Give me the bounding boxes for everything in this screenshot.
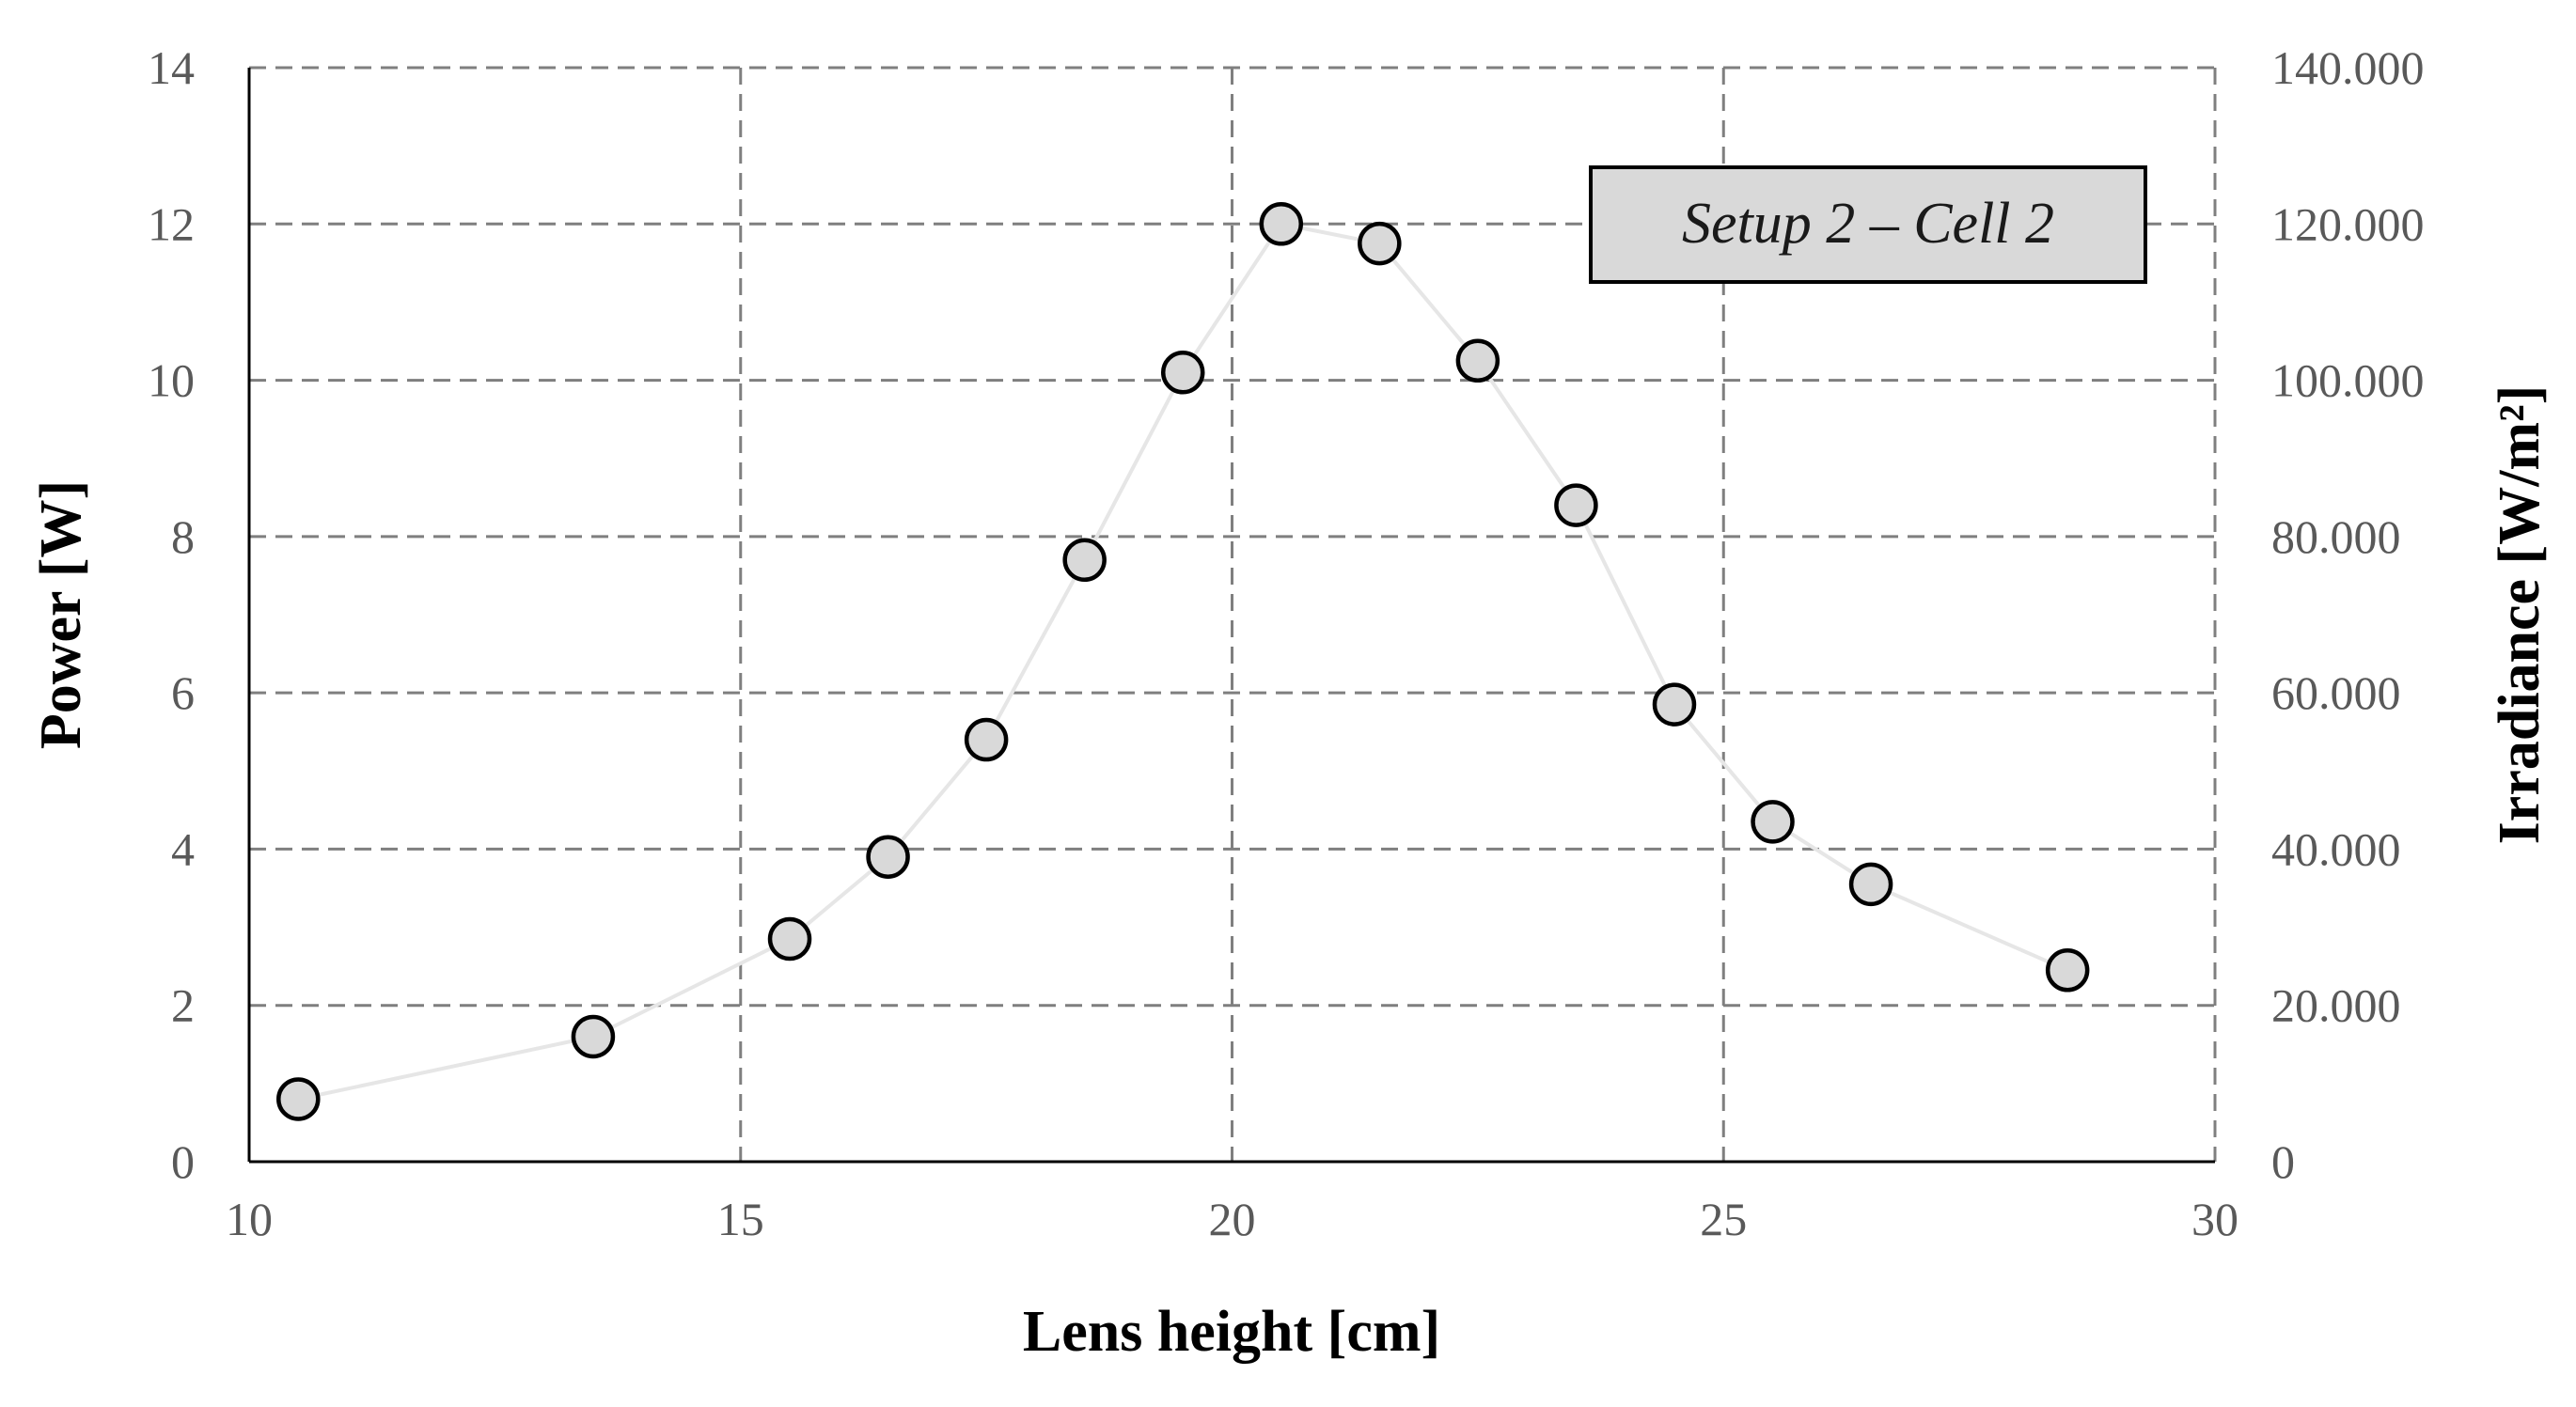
x-tick-label: 20 xyxy=(1209,1193,1256,1245)
data-point xyxy=(1160,351,1205,395)
y2-tick-label: 80.000 xyxy=(2271,510,2401,563)
y2-tick-label: 20.000 xyxy=(2271,979,2401,1032)
y-tick-label: 4 xyxy=(171,822,195,875)
x-tick-label: 30 xyxy=(2191,1193,2238,1245)
y2-tick-labels: 0 20.000 40.000 60.000 80.000 100.000 120.000 1… xyxy=(2271,41,2425,1188)
data-point xyxy=(276,1077,321,1121)
data-point xyxy=(1751,800,1795,844)
axes xyxy=(247,68,2215,1164)
data-point xyxy=(1652,682,1697,727)
data-point xyxy=(767,916,812,961)
y2-axis-title: Irradiance [W/m²] xyxy=(2488,385,2552,845)
y-tick-label: 2 xyxy=(171,979,195,1032)
data-point xyxy=(1062,538,1107,583)
x-axis-title: Lens height [cm] xyxy=(1023,1300,1440,1364)
annotation-box: Setup 2 – Cell 2 xyxy=(1589,165,2147,284)
y-tick-label: 6 xyxy=(171,666,195,719)
data-point xyxy=(571,1014,616,1059)
y-tick-label: 10 xyxy=(148,354,195,407)
data-point xyxy=(1455,338,1500,383)
data-point xyxy=(1554,483,1598,527)
y2-tick-label: 120.000 xyxy=(2271,197,2425,250)
data-point xyxy=(2045,948,2090,993)
x-tick-labels: 10 15 20 25 30 xyxy=(226,1193,2238,1245)
data-points xyxy=(276,202,2090,1121)
data-point xyxy=(866,835,910,879)
x-tick-label: 15 xyxy=(717,1193,764,1245)
data-point xyxy=(1848,862,1893,907)
y-tick-label: 8 xyxy=(171,510,195,563)
data-point xyxy=(1259,202,1304,246)
data-point xyxy=(1358,221,1402,266)
data-point xyxy=(964,717,1009,762)
y-tick-label: 14 xyxy=(148,41,195,94)
y2-tick-label: 40.000 xyxy=(2271,822,2401,875)
y2-tick-label: 60.000 xyxy=(2271,666,2401,719)
y2-tick-label: 140.000 xyxy=(2271,41,2425,94)
x-tick-label: 10 xyxy=(226,1193,273,1245)
y2-tick-label: 100.000 xyxy=(2271,354,2425,407)
y-tick-labels: 0 2 4 6 8 10 12 14 xyxy=(148,41,195,1188)
y2-tick-label: 0 xyxy=(2271,1135,2295,1188)
x-tick-label: 25 xyxy=(1700,1193,1747,1245)
annotation-label: Setup 2 – Cell 2 xyxy=(1682,192,2054,256)
y-tick-label: 0 xyxy=(171,1135,195,1188)
y-tick-label: 12 xyxy=(148,197,195,250)
grid-lines xyxy=(249,66,2217,1162)
y-axis-title: Power [W] xyxy=(29,480,93,749)
